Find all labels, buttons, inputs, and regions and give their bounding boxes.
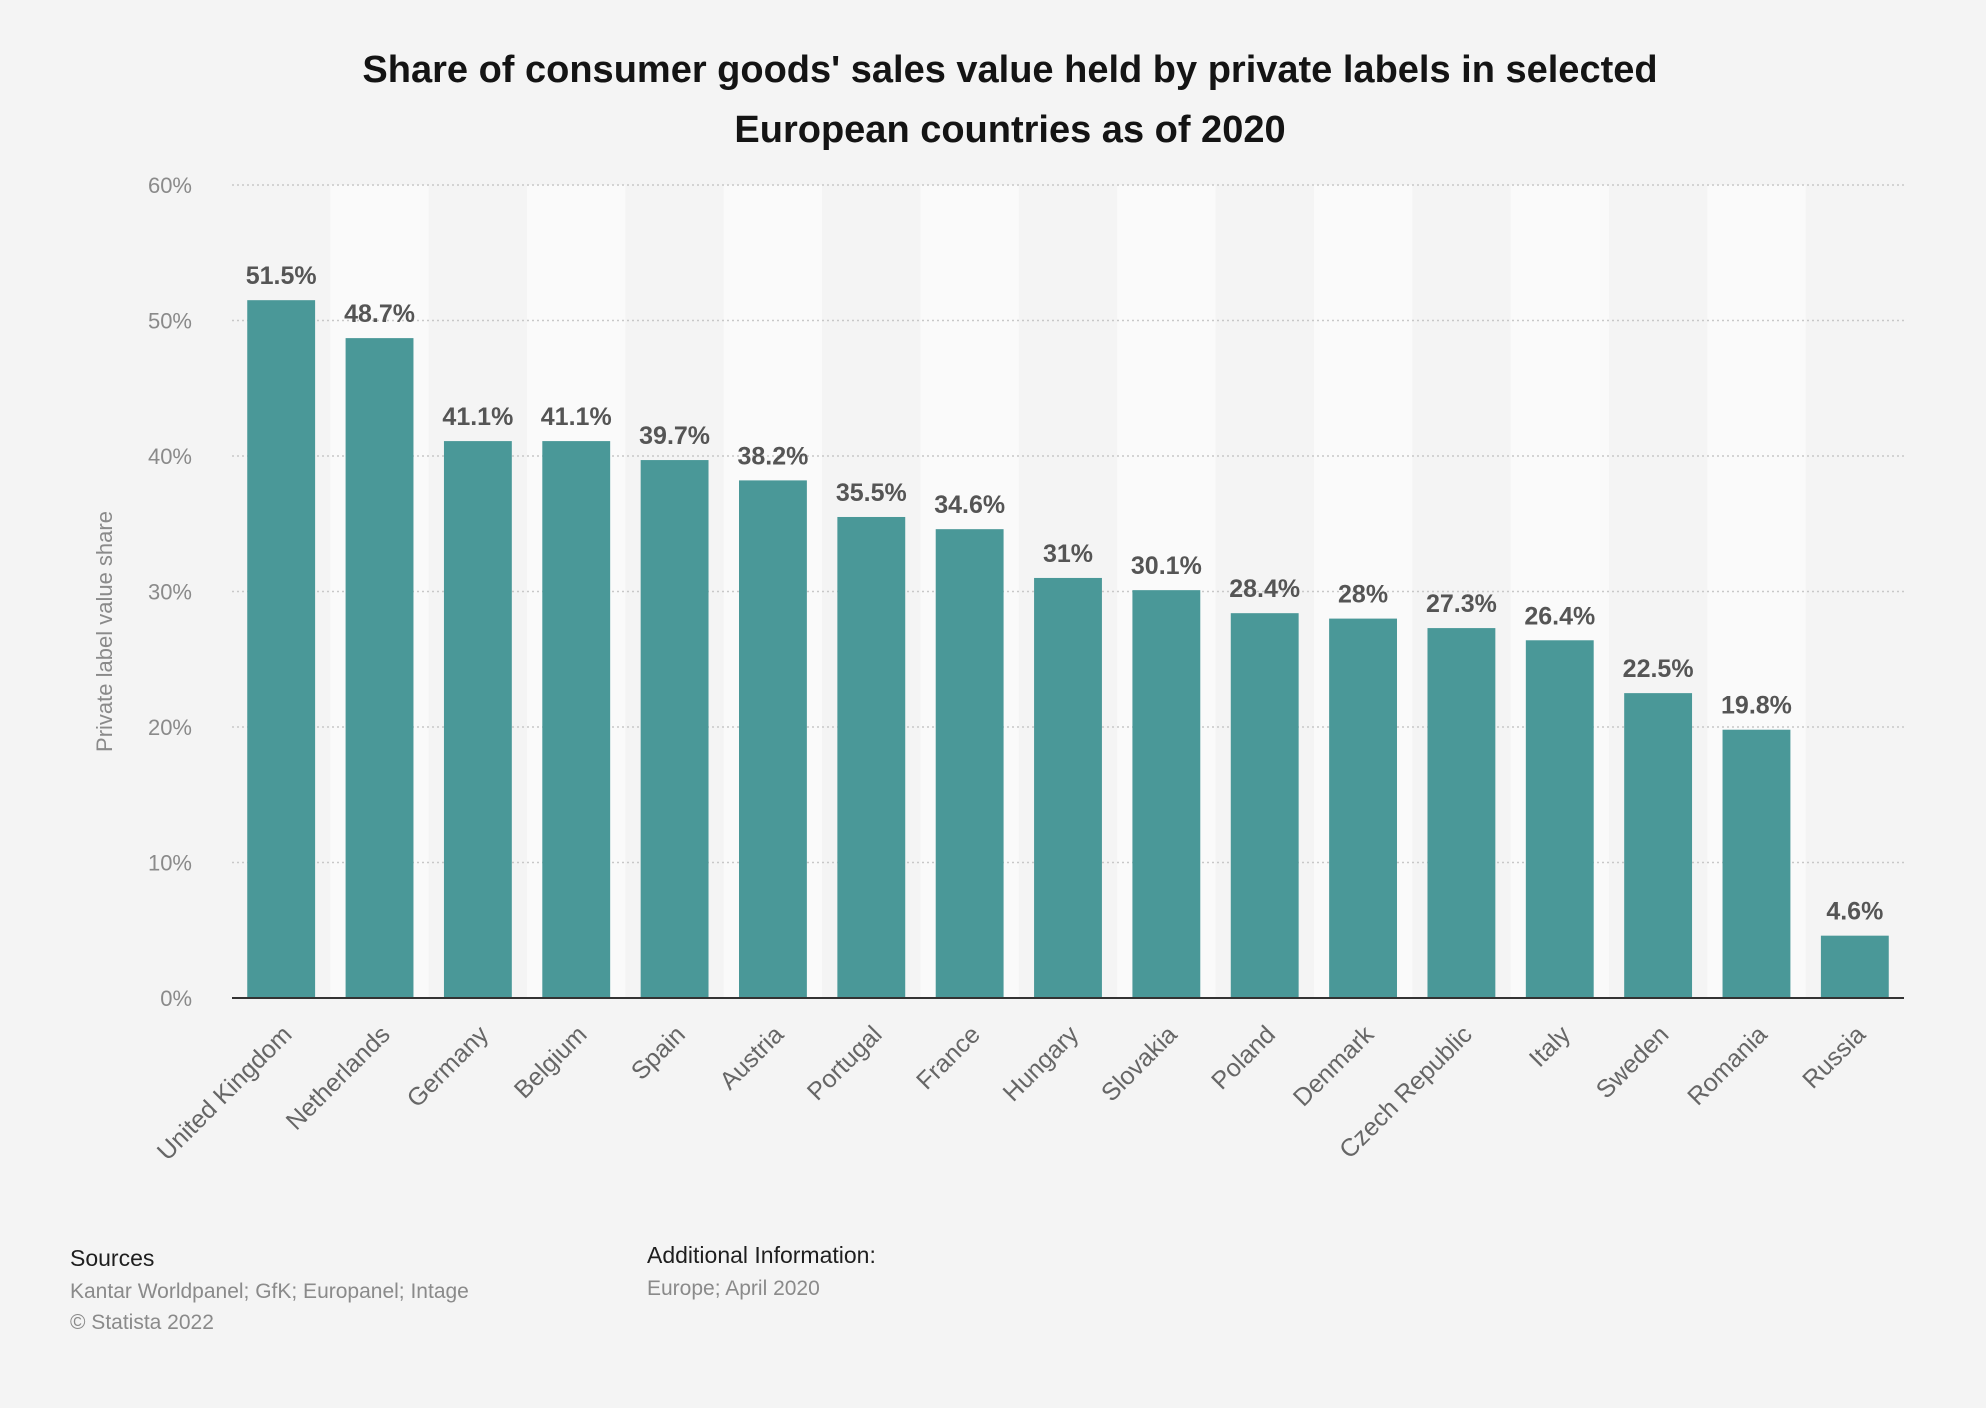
- y-axis-title: Private label value share: [92, 511, 117, 752]
- x-tick-label: Belgium: [509, 1020, 593, 1104]
- x-tick-label: Romania: [1682, 1020, 1773, 1111]
- bar[interactable]: [1329, 618, 1397, 998]
- y-tick-label: 50%: [148, 309, 192, 334]
- bar[interactable]: [443, 441, 512, 999]
- x-tick-label: Denmark: [1288, 1020, 1380, 1112]
- additional-info-text: Europe; April 2020: [647, 1277, 820, 1300]
- x-tick-label: Austria: [714, 1020, 789, 1095]
- bar-value-label: 27.3%: [1426, 590, 1497, 618]
- x-tick-label: Poland: [1206, 1020, 1281, 1095]
- bar-value-label: 39.7%: [639, 422, 710, 450]
- sources-block: Sources Kantar Worldpanel; GfK; Europane…: [70, 1245, 469, 1338]
- x-tick-label: Russia: [1797, 1020, 1871, 1094]
- bar[interactable]: [1230, 613, 1299, 998]
- x-tick-label: Germany: [402, 1020, 495, 1113]
- bar-value-label: 31%: [1043, 540, 1093, 568]
- x-tick-label: Portugal: [802, 1020, 888, 1106]
- y-tick-label: 30%: [148, 580, 192, 605]
- bar[interactable]: [640, 460, 709, 998]
- chart-title-line-2: European countries as of 2020: [734, 109, 1285, 151]
- bar[interactable]: [1525, 640, 1594, 998]
- bar-value-label: 41.1%: [442, 403, 513, 431]
- bar[interactable]: [542, 441, 611, 999]
- bar-value-label: 51.5%: [246, 262, 317, 290]
- bar-value-label: 38.2%: [737, 442, 808, 470]
- bar[interactable]: [345, 338, 414, 998]
- bar[interactable]: [1427, 628, 1496, 998]
- bar[interactable]: [739, 480, 807, 998]
- bar-value-label: 22.5%: [1623, 655, 1694, 683]
- copyright-text: © Statista 2022: [70, 1311, 214, 1334]
- sources-heading: Sources: [70, 1245, 155, 1271]
- y-tick-label: 60%: [148, 173, 192, 198]
- x-tick-label: Slovakia: [1096, 1020, 1183, 1107]
- x-tick-label: Hungary: [998, 1020, 1085, 1107]
- chart-title-line-1: Share of consumer goods' sales value hel…: [362, 49, 1657, 91]
- bar-value-label: 48.7%: [344, 300, 415, 328]
- bar[interactable]: [247, 300, 316, 998]
- bar[interactable]: [1034, 577, 1102, 998]
- bar[interactable]: [1722, 729, 1791, 998]
- x-tick-label: Spain: [626, 1020, 691, 1085]
- bar-value-label: 19.8%: [1721, 692, 1792, 720]
- bar-value-label: 4.6%: [1826, 898, 1883, 926]
- y-tick-label: 0%: [160, 986, 192, 1011]
- bar[interactable]: [1624, 693, 1693, 998]
- bar[interactable]: [1132, 590, 1201, 998]
- x-tick-label: Sweden: [1591, 1020, 1675, 1104]
- bar-value-label: 26.4%: [1524, 602, 1595, 630]
- bar-value-label: 41.1%: [541, 403, 612, 431]
- bar[interactable]: [935, 529, 1004, 998]
- bar[interactable]: [837, 516, 906, 998]
- bar-value-label: 28.4%: [1229, 575, 1300, 603]
- bar-value-label: 30.1%: [1131, 552, 1202, 580]
- x-tick-label: Netherlands: [281, 1020, 396, 1135]
- x-tick-label: United Kingdom: [152, 1020, 298, 1166]
- sources-text[interactable]: Kantar Worldpanel; GfK; Europanel; Intag…: [70, 1280, 469, 1303]
- bar-value-label: 34.6%: [934, 491, 1005, 519]
- additional-info-heading[interactable]: Additional Information:: [647, 1242, 876, 1268]
- bar[interactable]: [1820, 935, 1889, 998]
- additional-info-block: Additional Information: Europe; April 20…: [647, 1242, 876, 1304]
- bar-value-label: 35.5%: [836, 479, 907, 507]
- x-tick-label: Italy: [1524, 1020, 1577, 1073]
- bar-value-label: 28%: [1338, 581, 1388, 609]
- x-tick-label: France: [911, 1020, 986, 1095]
- y-tick-label: 20%: [148, 715, 192, 740]
- y-tick-label: 40%: [148, 444, 192, 469]
- y-tick-label: 10%: [148, 851, 192, 876]
